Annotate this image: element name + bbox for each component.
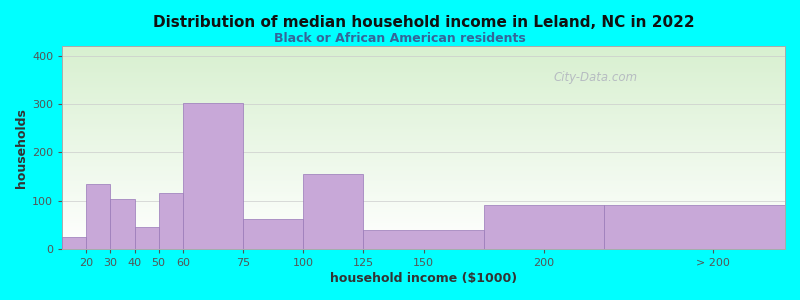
Bar — [62, 237, 86, 249]
Bar — [86, 184, 110, 249]
Bar — [243, 219, 303, 249]
Y-axis label: households: households — [15, 108, 28, 188]
Bar — [604, 206, 785, 249]
Bar — [484, 206, 604, 249]
Text: Black or African American residents: Black or African American residents — [274, 32, 526, 44]
Bar — [110, 199, 134, 249]
Bar — [134, 227, 158, 249]
Title: Distribution of median household income in Leland, NC in 2022: Distribution of median household income … — [153, 15, 694, 30]
Bar — [303, 174, 363, 249]
X-axis label: household income ($1000): household income ($1000) — [330, 272, 518, 285]
Bar — [182, 103, 243, 249]
Text: City-Data.com: City-Data.com — [554, 71, 638, 84]
Bar — [158, 194, 182, 249]
Bar — [363, 230, 484, 249]
